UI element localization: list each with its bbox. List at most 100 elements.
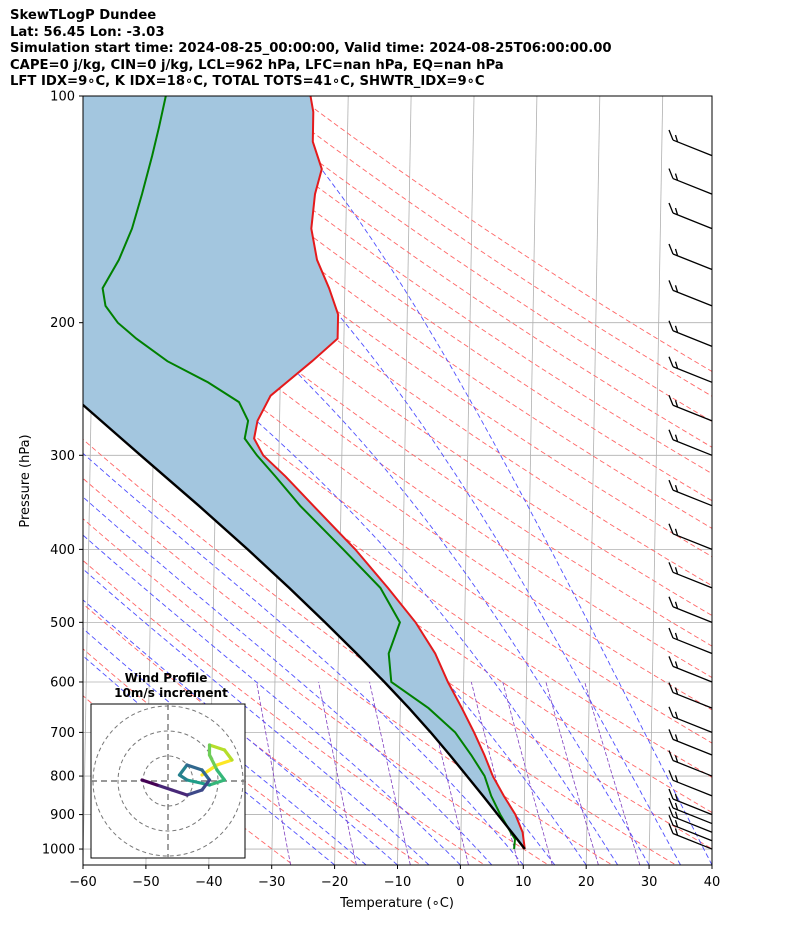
hodograph-subtitle: 10m/s increment xyxy=(114,686,228,700)
wind-barb xyxy=(668,770,713,797)
y-tick-label: 500 xyxy=(50,616,75,631)
dry-adiabat xyxy=(83,559,486,865)
y-axis-label: Pressure (hPa) xyxy=(18,434,33,527)
wind-barb xyxy=(668,320,713,347)
location-line: Lat: 56.45 Lon: -3.03 xyxy=(10,24,165,40)
wind-barb xyxy=(668,395,713,422)
hodograph-segment xyxy=(207,778,227,787)
mixing-ratio-line xyxy=(545,681,599,865)
dry-adiabat xyxy=(231,96,712,422)
x-axis: −60 −50 −40 −30 −20 −10 0 10 20 30 40 xyxy=(69,865,720,890)
wind-barb xyxy=(668,429,713,456)
chart-title: SkewTLogP Dundee xyxy=(10,8,157,23)
mixing-ratio-line xyxy=(502,681,553,865)
wind-barb xyxy=(668,682,713,709)
hodograph-segment xyxy=(215,768,227,782)
wind-barb xyxy=(668,202,713,230)
wind-barb xyxy=(668,356,713,383)
x-tick-label: 0 xyxy=(456,875,464,890)
hodograph-segment xyxy=(207,743,227,752)
dry-adiabat xyxy=(83,477,613,865)
x-tick-label: −20 xyxy=(321,875,348,890)
mixing-ratio-line xyxy=(318,681,357,865)
moist-adiabat xyxy=(119,96,681,865)
wind-barb xyxy=(668,750,713,777)
y-tick-label: 200 xyxy=(50,316,75,331)
x-tick-label: 30 xyxy=(641,875,658,890)
wind-barb xyxy=(668,523,713,550)
x-tick-label: −50 xyxy=(132,875,159,890)
hodograph-segment xyxy=(140,778,159,787)
chart-header: SkewTLogP Dundee Lat: 56.45 Lon: -3.03 S… xyxy=(10,8,612,91)
dry-adiabat xyxy=(83,603,422,865)
dry-adiabat xyxy=(83,228,712,679)
y-tick-label: 1000 xyxy=(42,843,75,858)
x-tick-label: 10 xyxy=(515,875,532,890)
isotherm-line xyxy=(522,96,538,865)
x-tick-label: −30 xyxy=(258,875,285,890)
x-tick-label: −60 xyxy=(69,875,96,890)
dewpoint-line xyxy=(101,96,517,850)
dry-adiabat xyxy=(83,136,712,587)
mixing-ratio-line xyxy=(369,681,411,865)
y-tick-label: 300 xyxy=(50,449,75,464)
moist-adiabat xyxy=(83,496,493,865)
mixing-ratio-line xyxy=(256,681,291,865)
dry-adiabat xyxy=(264,96,712,397)
wind-barb xyxy=(668,243,713,271)
wind-barb xyxy=(668,627,713,655)
hodograph-segment xyxy=(185,763,204,772)
dry-adiabat xyxy=(83,107,712,558)
isotherm-line xyxy=(397,96,412,865)
y-tick-label: 600 xyxy=(50,675,75,690)
dry-adiabat xyxy=(133,96,712,502)
y-tick-label: 100 xyxy=(50,90,75,105)
index-line: LFT IDX=9∘C, K IDX=18∘C, TOTAL TOTS=41∘C… xyxy=(10,74,485,90)
wind-barb xyxy=(668,656,713,683)
wind-barb xyxy=(668,797,713,825)
wind-barbs xyxy=(668,129,713,850)
y-axis: 1000 900 800 700 600 500 400 300 200 100 xyxy=(42,90,83,858)
dry-adiabat xyxy=(83,197,712,647)
hodograph-segment xyxy=(185,788,204,797)
dry-adiabat xyxy=(83,518,550,865)
hodograph-segment xyxy=(170,788,189,797)
temperature-line xyxy=(253,96,526,850)
hodograph-title: Wind Profile xyxy=(125,671,208,685)
wind-barb xyxy=(668,280,713,307)
moist-adiabat xyxy=(83,655,335,865)
hodograph-inset: Wind Profile 10m/s increment xyxy=(90,671,246,859)
hodograph-segment xyxy=(222,748,234,762)
isotherm-line xyxy=(711,842,712,865)
isotherm-line xyxy=(585,96,601,865)
hodograph-segment xyxy=(200,778,212,792)
hodograph-segment xyxy=(177,763,189,777)
wind-barb xyxy=(668,596,713,623)
x-tick-label: 40 xyxy=(704,875,721,890)
moist-adiabat xyxy=(83,628,367,865)
moist-adiabat xyxy=(83,599,398,865)
dry-adiabat xyxy=(83,648,358,865)
hodograph-segment xyxy=(215,758,234,767)
hodograph-segment xyxy=(155,783,174,792)
y-tick-label: 700 xyxy=(50,726,75,741)
hodograph-segment xyxy=(207,753,219,772)
y-tick-label: 900 xyxy=(50,808,75,823)
plot-area xyxy=(83,96,712,865)
mixing-ratio-line xyxy=(423,681,469,865)
cin-shading xyxy=(83,96,525,849)
dry-adiabat xyxy=(296,96,712,373)
x-axis-label: Temperature (∘C) xyxy=(339,896,454,911)
wind-barb xyxy=(668,729,713,756)
mixing-ratio-line xyxy=(584,681,641,865)
moist-adiabat xyxy=(83,452,524,865)
moist-adiabat xyxy=(261,96,712,865)
moist-adiabat xyxy=(83,175,650,865)
wind-barb xyxy=(668,788,713,816)
wind-barb xyxy=(668,814,713,842)
x-tick-label: −10 xyxy=(384,875,411,890)
wind-barb xyxy=(668,823,713,850)
x-tick-label: 20 xyxy=(578,875,595,890)
moist-adiabat xyxy=(83,534,461,865)
